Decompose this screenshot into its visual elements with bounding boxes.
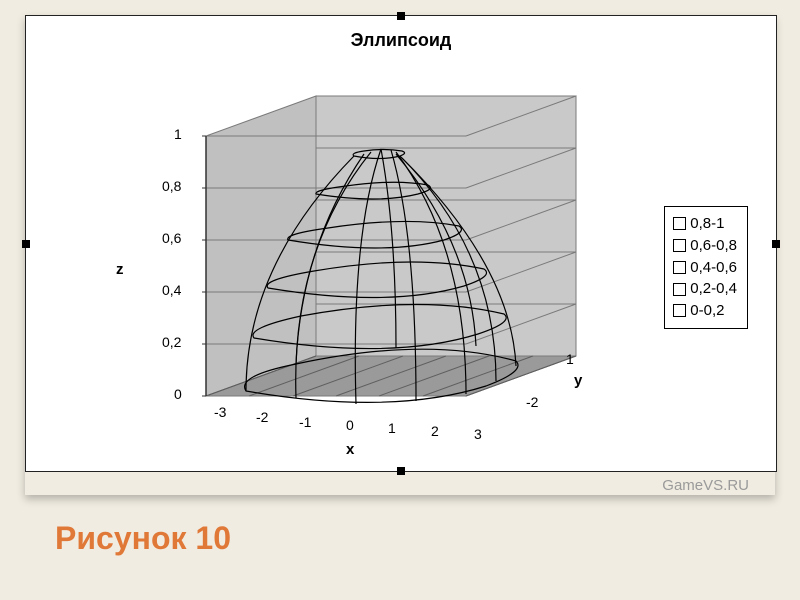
z-axis-label: z	[116, 261, 124, 278]
resize-handle-top[interactable]	[397, 12, 405, 20]
slide-panel: Эллипсоид	[25, 15, 775, 495]
legend-swatch-icon	[673, 217, 686, 230]
legend-item: 0-0,2	[673, 300, 737, 322]
watermark-text: GameVS.RU	[662, 477, 749, 494]
surface-svg	[96, 76, 596, 446]
resize-handle-left[interactable]	[22, 240, 30, 248]
y-axis-label: y	[574, 372, 582, 389]
x-tick-3: 0	[346, 417, 354, 433]
z-tick-1: 0,2	[162, 334, 181, 350]
legend-swatch-icon	[673, 283, 686, 296]
legend-swatch-icon	[673, 304, 686, 317]
figure-caption: Рисунок 10	[55, 520, 231, 557]
plot-3d-area: 0 0,2 0,4 0,6 0,8 1 -3 -2 -1 0 1 2 3 1 -…	[96, 76, 596, 446]
z-tick-3: 0,6	[162, 230, 181, 246]
legend: 0,8-1 0,6-0,8 0,4-0,6 0,2-0,4 0-0,2	[664, 206, 748, 329]
legend-label: 0,6-0,8	[690, 235, 737, 257]
legend-label: 0,2-0,4	[690, 278, 737, 300]
chart-frame: Эллипсоид	[25, 15, 777, 472]
x-axis-label: x	[346, 441, 354, 458]
legend-item: 0,8-1	[673, 213, 737, 235]
x-tick-2: -1	[299, 414, 311, 430]
z-tick-2: 0,4	[162, 282, 181, 298]
x-tick-6: 3	[474, 426, 482, 442]
x-tick-1: -2	[256, 409, 268, 425]
legend-swatch-icon	[673, 261, 686, 274]
y-tick-1: 1	[566, 351, 574, 367]
z-tick-5: 1	[174, 126, 182, 142]
chart-title: Эллипсоид	[26, 30, 776, 51]
legend-label: 0,8-1	[690, 213, 724, 235]
x-tick-5: 2	[431, 423, 439, 439]
legend-item: 0,4-0,6	[673, 257, 737, 279]
x-tick-0: -3	[214, 404, 226, 420]
x-tick-4: 1	[388, 420, 396, 436]
z-tick-4: 0,8	[162, 178, 181, 194]
legend-swatch-icon	[673, 239, 686, 252]
resize-handle-right[interactable]	[772, 240, 780, 248]
y-tick-0: -2	[526, 394, 538, 410]
resize-handle-bottom[interactable]	[397, 467, 405, 475]
legend-label: 0,4-0,6	[690, 257, 737, 279]
legend-item: 0,2-0,4	[673, 278, 737, 300]
z-tick-0: 0	[174, 386, 182, 402]
legend-item: 0,6-0,8	[673, 235, 737, 257]
legend-label: 0-0,2	[690, 300, 724, 322]
